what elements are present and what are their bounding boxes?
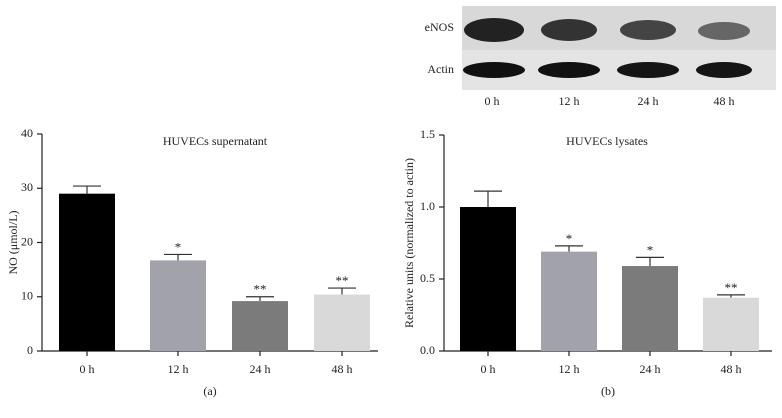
bar: [232, 301, 288, 351]
panel-label: (a): [203, 384, 216, 398]
blot-lane-label: 0 h: [485, 94, 500, 108]
bar: [59, 193, 115, 351]
y-tick-label: 10: [21, 289, 33, 303]
y-axis-label: NO (μmol/L): [6, 210, 20, 274]
y-tick-label: 40: [21, 126, 33, 140]
band: [696, 62, 752, 78]
blot-lane-label: 12 h: [559, 94, 580, 108]
chart-title: HUVECs supernatant: [163, 134, 268, 148]
bar: [541, 251, 597, 351]
bar: [622, 266, 678, 351]
bar: [150, 260, 206, 351]
x-tick-label: 12 h: [168, 362, 189, 376]
significance-marker: *: [647, 242, 654, 257]
y-tick-label: 1.0: [420, 199, 435, 213]
x-tick-label: 12 h: [559, 362, 580, 376]
band: [620, 20, 676, 40]
x-tick-label: 24 h: [640, 362, 661, 376]
band: [698, 22, 750, 40]
x-tick-label: 0 h: [481, 362, 496, 376]
x-tick-label: 0 h: [80, 362, 95, 376]
y-tick-label: 0.0: [420, 343, 435, 357]
blot-row-label: Actin: [427, 62, 454, 76]
band: [617, 62, 679, 78]
significance-marker: *: [566, 231, 573, 246]
bar: [314, 294, 370, 351]
chart-title: HUVECs lysates: [566, 134, 648, 148]
y-tick-label: 1.5: [420, 127, 435, 141]
western-blot: eNOS Actin 0 h 12 h 24 h 48 h: [425, 6, 776, 108]
x-tick-label: 24 h: [250, 362, 271, 376]
band: [541, 19, 597, 41]
y-tick-label: 20: [21, 234, 33, 248]
y-axis-label: Relative units (normalized to actin): [402, 158, 416, 328]
blot-row-label: eNOS: [425, 20, 454, 34]
panel-label: (b): [601, 384, 615, 398]
significance-marker: **: [725, 280, 738, 295]
y-tick-label: 0: [27, 343, 33, 357]
x-tick-label: 48 h: [332, 362, 353, 376]
band: [463, 62, 525, 78]
significance-marker: **: [254, 282, 267, 297]
bar: [703, 297, 759, 351]
blot-lane-label: 48 h: [714, 94, 735, 108]
significance-marker: **: [336, 273, 349, 288]
band: [538, 62, 600, 78]
x-tick-label: 48 h: [721, 362, 742, 376]
band: [464, 18, 524, 42]
y-tick-label: 30: [21, 180, 33, 194]
bar: [460, 207, 516, 351]
blot-lane-label: 24 h: [638, 94, 659, 108]
y-tick-label: 0.5: [420, 271, 435, 285]
significance-marker: *: [175, 239, 182, 254]
